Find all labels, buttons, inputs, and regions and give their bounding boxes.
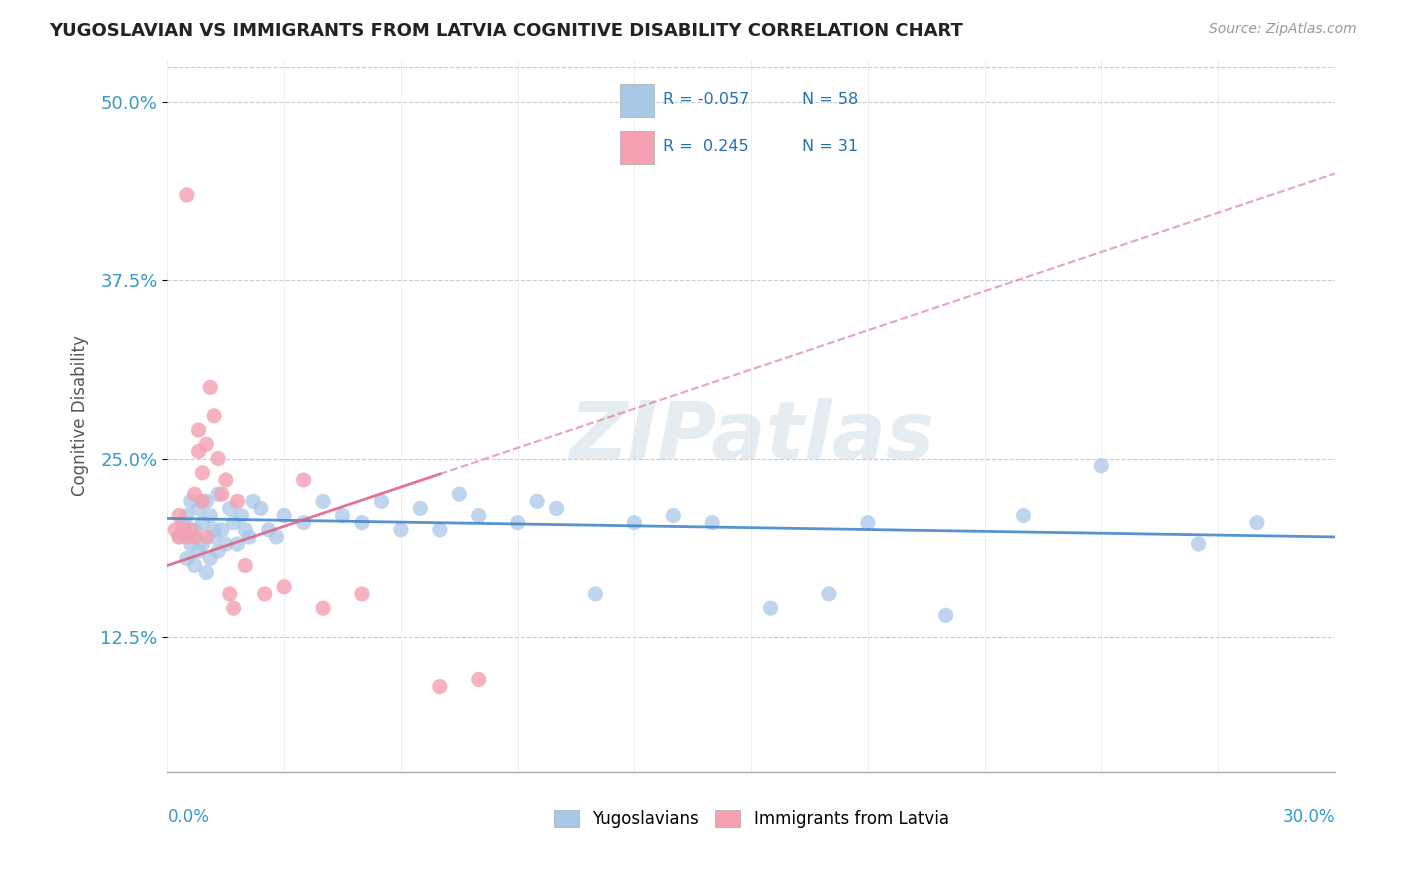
Text: 0.0%: 0.0%: [167, 807, 209, 826]
Point: [200, 508, 222, 523]
Point: [191, 494, 214, 508]
Point: [662, 508, 685, 523]
Point: [183, 523, 205, 537]
Point: [222, 601, 245, 615]
Text: ZIPatlas: ZIPatlas: [568, 398, 934, 476]
Y-axis label: Cognitive Disability: Cognitive Disability: [72, 335, 89, 496]
Point: [233, 523, 256, 537]
Point: [195, 566, 218, 580]
Point: [211, 523, 233, 537]
Point: [195, 494, 218, 508]
Point: [202, 409, 225, 423]
Point: [226, 494, 249, 508]
Point: [506, 516, 529, 530]
Point: [1246, 516, 1268, 530]
Point: [257, 523, 280, 537]
Point: [191, 516, 214, 530]
Point: [167, 530, 190, 544]
Text: 30.0%: 30.0%: [1282, 807, 1334, 826]
Point: [176, 188, 198, 202]
Point: [176, 508, 198, 523]
Point: [202, 523, 225, 537]
Point: [215, 473, 238, 487]
Point: [233, 558, 256, 573]
Point: [207, 487, 229, 501]
Point: [167, 530, 190, 544]
Point: [191, 537, 214, 551]
Point: [250, 501, 273, 516]
Point: [467, 673, 489, 687]
Point: [429, 523, 451, 537]
Point: [187, 423, 209, 437]
Point: [292, 473, 315, 487]
Point: [702, 516, 724, 530]
Point: [231, 508, 253, 523]
Point: [172, 523, 194, 537]
Point: [183, 530, 205, 544]
Point: [759, 601, 782, 615]
Point: [1187, 537, 1209, 551]
Text: Source: ZipAtlas.com: Source: ZipAtlas.com: [1209, 22, 1357, 37]
Point: [183, 558, 205, 573]
Point: [273, 580, 295, 594]
Point: [191, 466, 214, 480]
Point: [273, 508, 295, 523]
Point: [312, 601, 335, 615]
Point: [187, 444, 209, 458]
Point: [218, 587, 240, 601]
Point: [167, 508, 190, 523]
Point: [180, 494, 202, 508]
Point: [180, 523, 202, 537]
Point: [1012, 508, 1035, 523]
Point: [856, 516, 879, 530]
Point: [165, 523, 187, 537]
Text: YUGOSLAVIAN VS IMMIGRANTS FROM LATVIA COGNITIVE DISABILITY CORRELATION CHART: YUGOSLAVIAN VS IMMIGRANTS FROM LATVIA CO…: [49, 22, 963, 40]
Point: [226, 537, 249, 551]
Point: [292, 516, 315, 530]
Point: [242, 494, 264, 508]
Point: [350, 516, 373, 530]
Point: [585, 587, 607, 601]
Point: [818, 587, 841, 601]
Point: [429, 680, 451, 694]
Point: [207, 451, 229, 466]
Legend: Yugoslavians, Immigrants from Latvia: Yugoslavians, Immigrants from Latvia: [547, 804, 955, 835]
Point: [222, 516, 245, 530]
Point: [215, 537, 238, 551]
Point: [176, 530, 198, 544]
Point: [187, 501, 209, 516]
Point: [202, 530, 225, 544]
Point: [350, 587, 373, 601]
Point: [200, 551, 222, 566]
Point: [935, 608, 957, 623]
Point: [172, 516, 194, 530]
Point: [312, 494, 335, 508]
Point: [187, 544, 209, 558]
Point: [332, 508, 354, 523]
Point: [183, 487, 205, 501]
Point: [195, 437, 218, 451]
Point: [526, 494, 548, 508]
Point: [180, 537, 202, 551]
Point: [200, 380, 222, 394]
Point: [253, 587, 276, 601]
Point: [449, 487, 471, 501]
Point: [176, 551, 198, 566]
Point: [266, 530, 288, 544]
Point: [238, 530, 260, 544]
Point: [1090, 458, 1112, 473]
Point: [467, 508, 489, 523]
Point: [623, 516, 645, 530]
Point: [195, 530, 218, 544]
Point: [207, 544, 229, 558]
Point: [546, 501, 568, 516]
Point: [370, 494, 392, 508]
Point: [211, 487, 233, 501]
Point: [409, 501, 432, 516]
Point: [218, 501, 240, 516]
Point: [389, 523, 412, 537]
